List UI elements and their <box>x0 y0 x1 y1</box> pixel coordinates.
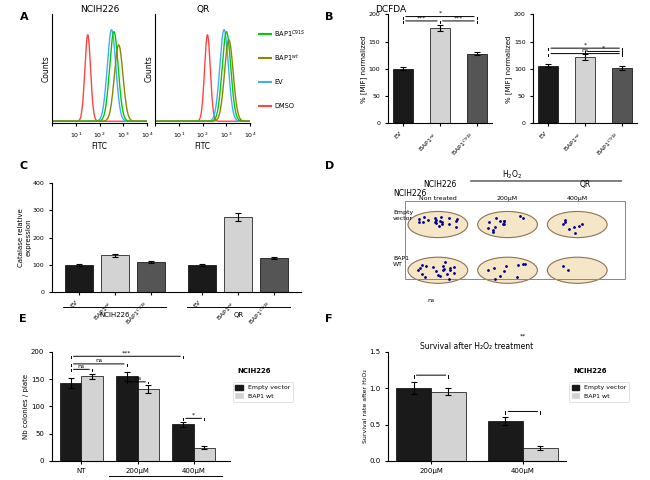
Circle shape <box>408 212 468 238</box>
Bar <box>138 389 159 461</box>
Bar <box>430 28 450 123</box>
Y-axis label: Survival rate after H₂O₂: Survival rate after H₂O₂ <box>363 370 368 444</box>
Legend: Empty vector, BAP1 wt: Empty vector, BAP1 wt <box>569 382 629 401</box>
Circle shape <box>547 212 607 238</box>
Title: NCIH226: NCIH226 <box>80 5 120 13</box>
Circle shape <box>478 257 538 283</box>
Bar <box>612 68 632 123</box>
Bar <box>467 54 487 123</box>
Text: Empty
vector: Empty vector <box>393 210 413 221</box>
Title: QR: QR <box>196 5 209 13</box>
Text: B: B <box>325 12 333 22</box>
Y-axis label: Nb colonies / plate: Nb colonies / plate <box>23 374 29 439</box>
Y-axis label: Counts: Counts <box>145 56 153 82</box>
Y-axis label: % [MIF] normalized: % [MIF] normalized <box>361 35 367 103</box>
Text: F: F <box>325 314 333 324</box>
Bar <box>194 448 215 461</box>
Text: 200μM: 200μM <box>497 196 518 201</box>
Bar <box>396 388 431 461</box>
Circle shape <box>547 257 607 283</box>
Text: ***: *** <box>122 351 131 356</box>
Y-axis label: Catalase relative
expression: Catalase relative expression <box>18 208 31 267</box>
Text: E: E <box>20 314 27 324</box>
Bar <box>224 217 252 292</box>
Bar <box>393 69 413 123</box>
Text: C: C <box>20 161 27 171</box>
Text: ns: ns <box>134 376 141 381</box>
Text: EV: EV <box>274 79 283 85</box>
Y-axis label: Counts: Counts <box>42 56 51 82</box>
Title: Survival after H₂O₂ treatment: Survival after H₂O₂ treatment <box>421 342 534 351</box>
Bar <box>538 66 558 123</box>
Text: BAP1
WT: BAP1 WT <box>393 256 409 267</box>
Bar <box>116 376 138 461</box>
Text: NCIH226: NCIH226 <box>393 189 426 198</box>
Text: ***: *** <box>417 15 426 20</box>
Text: NCIH226: NCIH226 <box>573 368 606 374</box>
Text: ns: ns <box>78 364 85 369</box>
Text: ns: ns <box>582 48 589 53</box>
Legend: Empty vector, BAP1 wt: Empty vector, BAP1 wt <box>233 382 292 401</box>
Text: Non treated: Non treated <box>419 196 457 201</box>
Bar <box>136 262 165 292</box>
Text: ns: ns <box>95 359 103 363</box>
Text: NCIH226: NCIH226 <box>423 180 456 189</box>
Text: NCIH226: NCIH226 <box>99 312 130 318</box>
Text: *: * <box>602 46 605 51</box>
Bar <box>575 57 595 123</box>
X-axis label: FITC: FITC <box>194 142 211 151</box>
Text: ns: ns <box>428 298 435 302</box>
Text: QR: QR <box>233 312 243 318</box>
Y-axis label: % [MIF] normalized: % [MIF] normalized <box>506 35 512 103</box>
Text: H$_2$O$_2$: H$_2$O$_2$ <box>502 168 523 181</box>
Bar <box>431 392 466 461</box>
Text: NCIH226: NCIH226 <box>237 368 270 374</box>
Text: D: D <box>325 161 334 171</box>
Bar <box>260 258 289 292</box>
Text: QR: QR <box>580 180 591 189</box>
Text: BAP1$^{wt}$: BAP1$^{wt}$ <box>274 52 300 63</box>
Text: *: * <box>584 43 587 48</box>
Bar <box>188 265 216 292</box>
Bar <box>523 448 558 461</box>
Text: **: ** <box>520 334 526 339</box>
Bar <box>488 421 523 461</box>
Bar <box>101 255 129 292</box>
Bar <box>60 383 81 461</box>
Text: ***: *** <box>454 15 463 20</box>
Text: *: * <box>192 413 195 418</box>
X-axis label: FITC: FITC <box>92 142 108 151</box>
Bar <box>81 376 103 461</box>
Bar <box>64 265 93 292</box>
Text: *: * <box>438 11 441 16</box>
Circle shape <box>408 257 468 283</box>
Text: 400μM: 400μM <box>567 196 588 201</box>
Text: A: A <box>20 12 28 22</box>
Text: BAP1$^{C91S}$: BAP1$^{C91S}$ <box>274 28 306 40</box>
Text: DMSO: DMSO <box>274 103 294 109</box>
Circle shape <box>478 212 538 238</box>
Bar <box>172 424 194 461</box>
Text: DCFDA: DCFDA <box>376 5 407 13</box>
